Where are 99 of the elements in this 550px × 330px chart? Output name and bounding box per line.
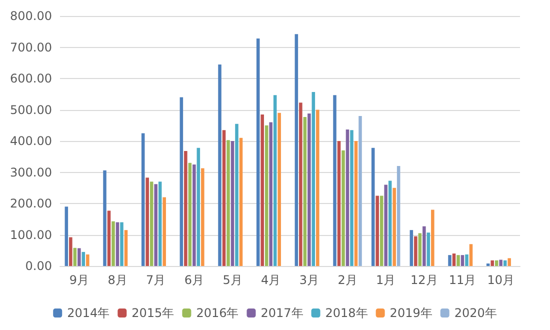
bar [422, 226, 426, 266]
bar [418, 233, 422, 266]
bar [308, 114, 311, 266]
y-tick-label: 100.00 [10, 228, 52, 242]
bar [396, 166, 400, 266]
legend-label: 2018年 [325, 306, 368, 320]
bar [120, 222, 124, 266]
y-tick-label: 600.00 [10, 72, 52, 86]
bar [112, 221, 115, 266]
bar [465, 254, 468, 266]
x-tick-label: 11月 [448, 273, 476, 287]
y-tick-label: 200.00 [10, 196, 52, 210]
bar [346, 129, 350, 266]
y-tick-label: 700.00 [10, 40, 52, 54]
bar [154, 184, 158, 266]
bar [426, 232, 430, 266]
x-tick-label: 7月 [146, 273, 166, 287]
bar [456, 255, 460, 266]
bar [299, 102, 302, 266]
bar [69, 237, 72, 266]
bar [141, 133, 145, 266]
bar [158, 182, 162, 266]
bar [273, 95, 277, 266]
bar [460, 255, 464, 266]
bar [414, 236, 418, 266]
bar [264, 125, 268, 266]
legend-label: 2016年 [196, 306, 239, 320]
bar [342, 150, 345, 266]
legend-label: 2017年 [260, 306, 304, 320]
bar [384, 184, 388, 266]
bar [452, 254, 456, 266]
bar [256, 38, 260, 266]
y-tick-label: 400.00 [10, 134, 52, 148]
bar [260, 114, 264, 266]
bar [294, 34, 298, 266]
bar [218, 64, 222, 266]
x-tick-label: 9月 [69, 273, 89, 287]
bar [192, 164, 196, 266]
bar [235, 124, 238, 266]
bar [73, 248, 77, 266]
bar [196, 148, 200, 266]
bar [82, 252, 86, 266]
x-tick-label: 6月 [184, 273, 204, 287]
bar [103, 170, 106, 266]
bar [278, 112, 281, 266]
bar [410, 230, 414, 266]
legend-label: 2020年 [454, 306, 497, 320]
x-tick-label: 2月 [338, 273, 358, 287]
bar [312, 92, 316, 266]
y-tick-label: 0.00 [25, 259, 52, 273]
bar [78, 248, 81, 266]
bar [354, 141, 358, 266]
bar [431, 210, 434, 266]
bar [269, 122, 272, 266]
bar [499, 260, 502, 266]
bar [64, 206, 68, 266]
bar [358, 116, 362, 266]
bar [490, 260, 494, 266]
x-tick-label: 12月 [410, 273, 438, 287]
bar [184, 151, 188, 266]
bar [388, 180, 392, 266]
x-tick-label: 5月 [222, 273, 242, 287]
legend-label: 2015年 [132, 306, 174, 320]
x-tick-label: 10月 [487, 273, 514, 287]
bar [448, 255, 452, 266]
bar [508, 258, 511, 266]
bar [380, 196, 384, 266]
bar [86, 254, 90, 266]
bar [124, 230, 128, 266]
bar [350, 130, 354, 266]
x-tick-label: 1月 [376, 273, 396, 287]
bar [333, 95, 336, 266]
y-tick-label: 500.00 [10, 102, 52, 117]
legend-label: 2014年 [67, 306, 110, 320]
legend-label: 2019年 [390, 306, 432, 320]
bar [116, 222, 120, 266]
bar [188, 162, 192, 266]
bar [107, 210, 111, 266]
bar [230, 141, 234, 266]
bar [201, 168, 204, 266]
bar [239, 138, 243, 266]
bar [222, 130, 226, 266]
x-tick-label: 3月 [299, 273, 319, 287]
bar [392, 188, 396, 266]
x-tick-label: 4月 [261, 273, 281, 287]
bar [150, 182, 154, 266]
bar [469, 244, 473, 266]
bar [316, 110, 320, 266]
bar [337, 141, 341, 266]
bar [303, 116, 307, 266]
y-tick-label: 300.00 [10, 165, 52, 180]
bar [371, 148, 375, 266]
x-tick-label: 8月 [108, 273, 128, 287]
bar [180, 97, 184, 266]
y-tick-label: 800.00 [10, 9, 52, 23]
bar [162, 197, 166, 266]
bar [376, 196, 379, 266]
bar [146, 178, 149, 266]
bar [226, 140, 230, 266]
